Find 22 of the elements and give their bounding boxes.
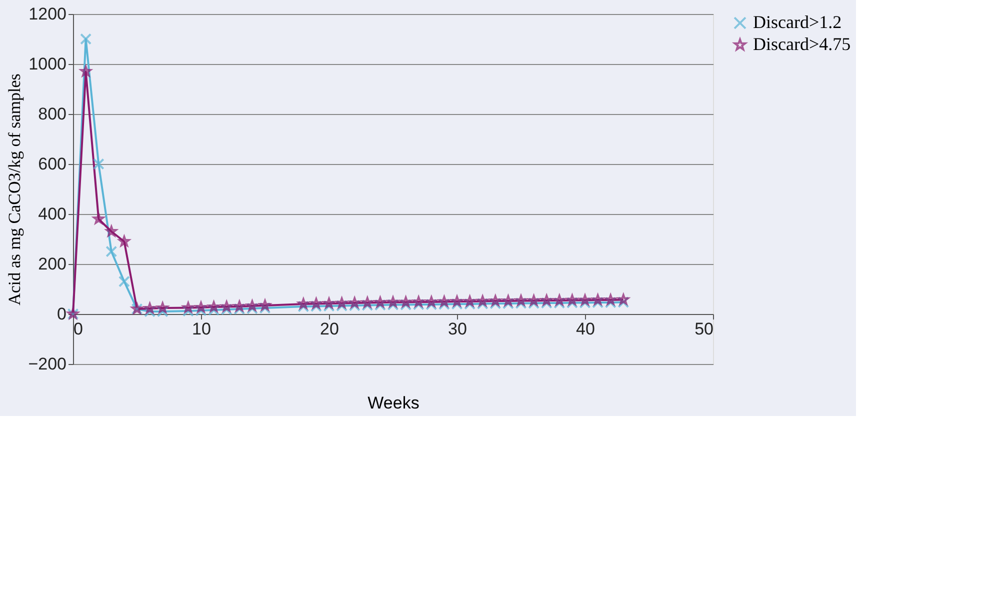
y-tick-label: 400 (38, 204, 66, 224)
point (92, 158, 104, 170)
x-tick-label: 20 (320, 320, 339, 338)
y-axis-title: Acid as mg CaCO3/kg of samples (5, 74, 24, 306)
y-tick-label: −200 (28, 354, 66, 374)
point (106, 246, 118, 258)
y-tick-label: 200 (38, 254, 66, 274)
x-axis-title: Weeks (368, 394, 420, 412)
y-tick-label: 1200 (28, 4, 66, 24)
legend-label: Discard>1.2 (753, 12, 842, 32)
x-tick-label: 30 (448, 320, 467, 338)
point (80, 33, 92, 45)
y-tick-label: 600 (38, 154, 66, 174)
x-tick-label: 50 (694, 320, 714, 338)
x-tick-label: 0 (74, 320, 83, 338)
y-tick-label: 1000 (28, 54, 66, 74)
x-tick-label: 10 (192, 320, 211, 338)
y-tick-label: 0 (57, 304, 66, 324)
x-tick-label: 40 (576, 320, 595, 338)
point (118, 276, 130, 288)
legend-label: Discard>4.75 (753, 34, 851, 54)
y-tick-label: 800 (38, 104, 66, 124)
